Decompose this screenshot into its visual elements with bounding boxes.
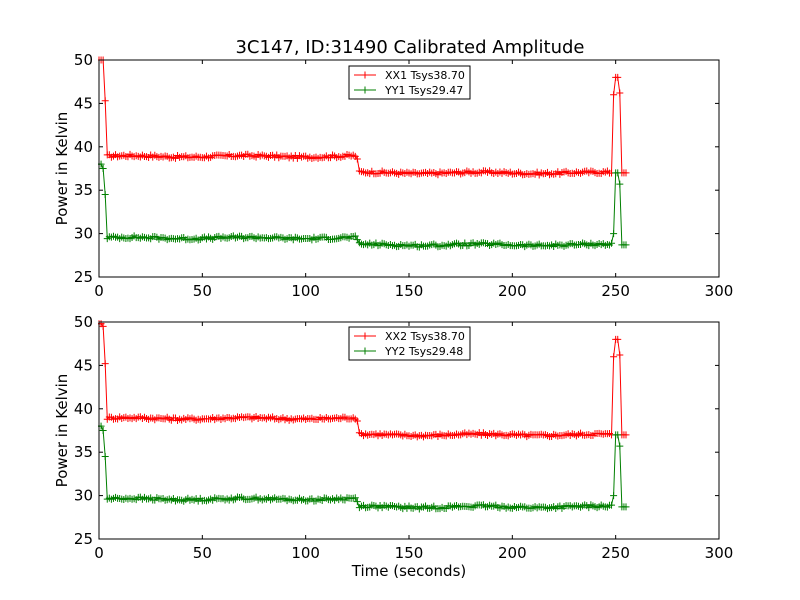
data-point [614,431,622,439]
y-tick-label: 45 [74,94,93,112]
series-2 [98,422,630,513]
legend-label: XX1 Tsys38.70 [385,69,465,82]
data-point [353,417,361,425]
data-point [101,360,109,368]
x-tick-label: 0 [94,544,104,562]
y-tick-label: 35 [74,443,93,461]
data-point [616,180,624,188]
series-1 [98,56,630,179]
y-tick-label: 30 [74,487,93,505]
legend-marker [361,71,369,79]
y-tick-label: 50 [74,313,93,331]
y-axis: 25 30 35 40 45 50 [74,51,719,286]
data-point [99,427,107,434]
legend-label: XX2 Tsys38.70 [385,330,465,343]
data-point [101,453,109,461]
data-point [608,501,616,509]
x-axis: 0 50 100 150 200 250 300 [94,60,733,300]
data-point [614,169,622,177]
x-axis-label: Time (seconds) [351,562,467,580]
data-point [622,503,630,511]
x-tick-label: 150 [395,544,424,562]
x-tick-label: 100 [291,544,320,562]
legend-box [348,65,471,100]
data-point [622,431,630,439]
series-markers [98,56,630,179]
data-point [616,351,624,359]
series-markers [98,160,630,251]
series-markers [98,320,630,441]
y-tick-label: 40 [74,138,93,156]
x-tick-label: 200 [498,282,527,300]
legend-marker [361,347,369,355]
x-tick-label: 0 [94,282,104,300]
y-tick-label: 35 [74,181,93,199]
data-point [99,165,107,172]
y-axis-label: Power in Kelvin [53,112,71,226]
subplot-2: 0 50 100 150 200 250 300 25 30 35 40 45 50 Power in K… [53,313,733,580]
data-point [351,232,359,240]
y-tick-label: 50 [74,51,93,69]
legend-label: YY1 Tsys29.47 [384,84,463,97]
subplot-1: 0 50 100 150 200 250 300 25 30 35 40 45 50 Power in K… [53,51,733,300]
x-tick-label: 250 [601,282,630,300]
data-point [616,442,624,450]
x-tick-label: 50 [193,282,212,300]
legend-marker [361,86,369,94]
data-point [610,230,618,238]
data-point [610,492,618,500]
y-tick-label: 40 [74,400,93,418]
y-axis: 25 30 35 40 45 50 [74,313,719,548]
legend-box [348,326,471,361]
y-tick-label: 25 [74,268,93,286]
x-tick-label: 300 [705,544,734,562]
data-point [616,89,624,97]
data-point [608,239,616,247]
x-axis: 0 50 100 150 200 250 300 [94,322,733,562]
y-tick-label: 30 [74,225,93,243]
y-tick-label: 45 [74,356,93,374]
legend: XX1 Tsys38.70 YY1 Tsys29.47 [348,65,471,100]
x-tick-label: 250 [601,544,630,562]
data-point [353,498,361,506]
data-point [622,169,630,177]
x-tick-label: 200 [498,544,527,562]
chart-title: 3C147, ID:31490 Calibrated Amplitude [235,37,584,58]
data-point [101,97,109,105]
data-point [351,494,359,502]
x-tick-label: 150 [395,282,424,300]
x-tick-label: 50 [193,544,212,562]
data-point [610,91,618,99]
legend-marker [361,332,369,340]
y-tick-label: 25 [74,530,93,548]
legend: XX2 Tsys38.70 YY2 Tsys29.48 [348,326,471,361]
data-point [614,73,622,81]
data-point [353,155,361,163]
series-1 [98,320,630,441]
data-point [101,191,109,199]
x-tick-label: 300 [705,282,734,300]
y-axis-label: Power in Kelvin [53,374,71,488]
legend-label: YY2 Tsys29.48 [384,345,463,358]
data-point [622,241,630,249]
data-point [99,322,107,330]
series-markers [98,422,630,513]
data-point [614,335,622,343]
series-2 [98,160,630,251]
data-point [610,353,618,361]
x-tick-label: 100 [291,282,320,300]
